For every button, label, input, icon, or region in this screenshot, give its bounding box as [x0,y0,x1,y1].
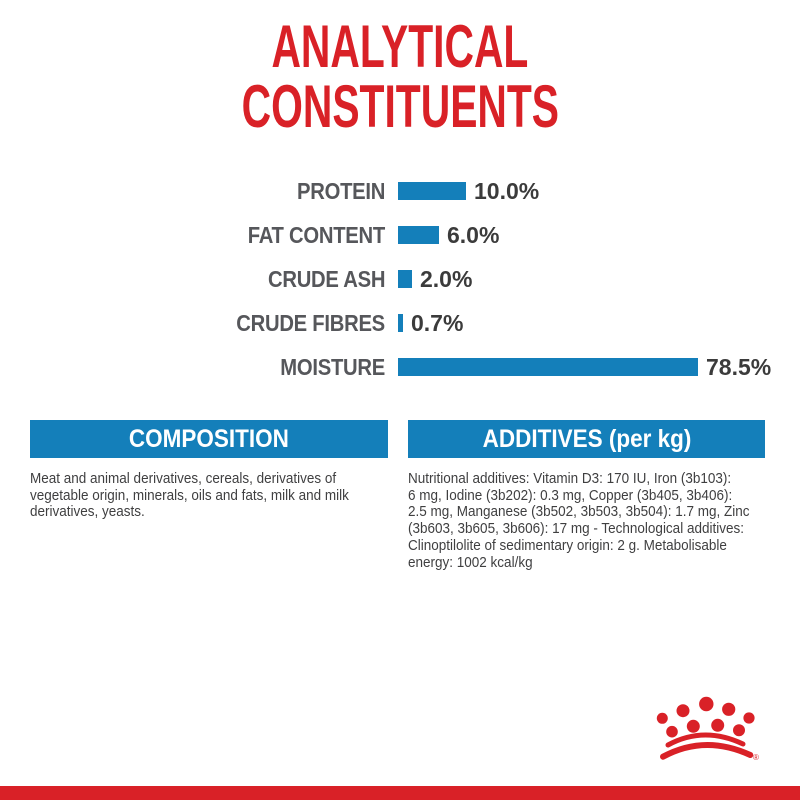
bottom-red-bar [0,786,800,800]
bar-label: FAT CONTENT [247,221,386,248]
analytical-constituents-chart: PROTEIN 10.0% FAT CONTENT 6.0% CRUDE ASH 2.0%… [0,169,800,389]
chart-row: CRUDE FIBRES 0.7% [0,301,800,345]
chart-row: CRUDE ASH 2.0% [0,257,800,301]
composition-text: Meat and animal derivatives, cereals, de… [30,470,349,521]
bar-value: 2.0% [420,265,473,292]
registered-trademark: ® [753,753,759,762]
chart-row: FAT CONTENT 6.0% [0,213,800,257]
bar [398,314,403,332]
bar-label: PROTEIN [296,177,385,204]
bar [398,270,412,288]
bar [398,226,439,244]
additives-section: ADDITIVES (per kg) Nutritional additives… [408,420,765,571]
additives-header-label: ADDITIVES (per kg) [482,424,691,453]
additives-header: ADDITIVES (per kg) [408,420,765,458]
bar [398,358,698,376]
chart-row: MOISTURE 78.5% [0,345,800,389]
bar-value: 0.7% [411,309,464,336]
bar-value: 78.5% [706,353,772,380]
bar-label: CRUDE FIBRES [236,309,385,336]
bar-value: 10.0% [474,177,540,204]
bar-value: 6.0% [447,221,500,248]
composition-section: COMPOSITION Meat and animal derivatives,… [30,420,388,521]
bar [398,182,466,200]
crown-icon: ® [656,696,759,762]
chart-row: PROTEIN 10.0% [0,169,800,213]
additives-text: Nutritional additives: Vitamin D3: 170 I… [408,470,750,571]
composition-header-label: COMPOSITION [128,424,290,453]
page-title: ANALYTICAL CONSTITUENTS [0,17,800,137]
page-title-line1: ANALYTICAL [271,13,529,80]
royal-canin-crown-logo: ® [653,685,768,763]
bar-label: MOISTURE [280,353,385,380]
composition-header: COMPOSITION [30,420,388,458]
bar-label: CRUDE ASH [267,265,385,292]
page-title-line2: CONSTITUENTS [241,73,559,140]
